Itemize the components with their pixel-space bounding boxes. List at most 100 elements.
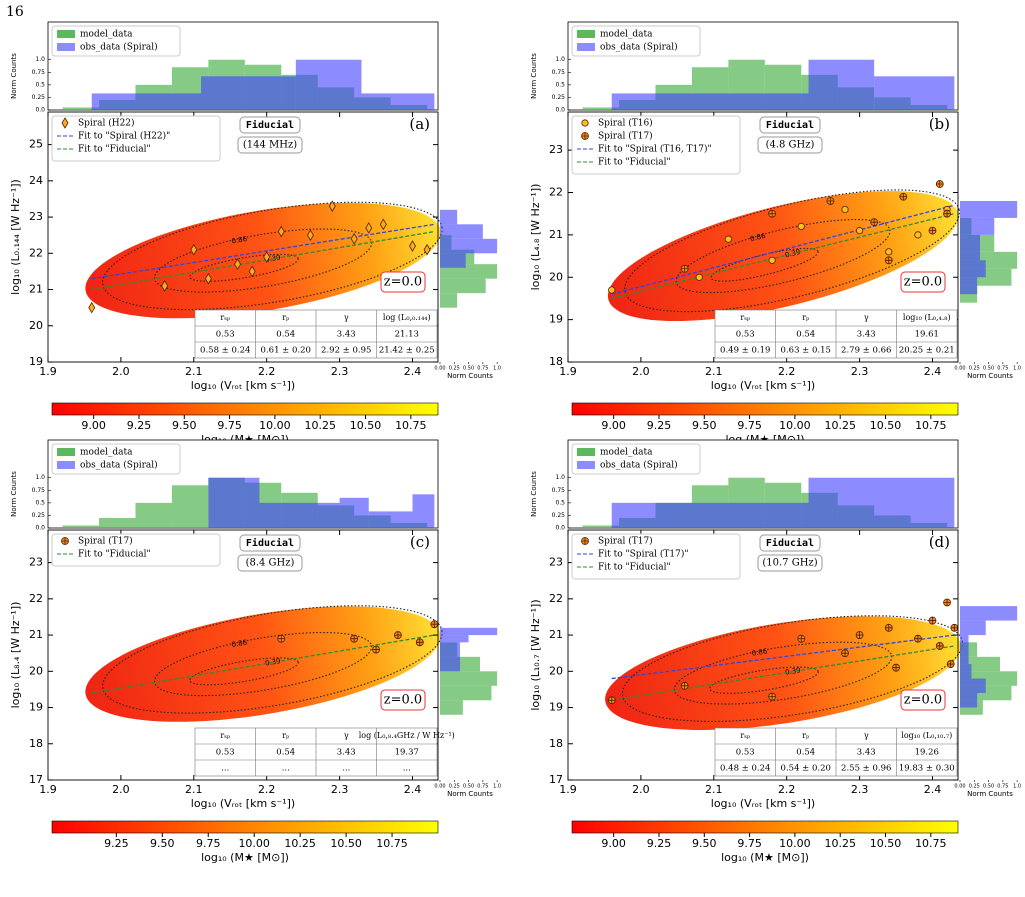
top-hist-ylabel: Norm Counts [530,53,538,99]
contour-outer [624,189,960,313]
y-tick-label: 19 [29,701,43,714]
obs-point [695,273,703,281]
legend-text: Spiral (T17) [78,536,133,547]
y-tick-label: 17 [29,773,43,786]
legend-marker [581,132,589,140]
y-tick-label: 20 [29,664,43,677]
table-cell: 0.54 [796,330,815,340]
colorbar-tick-label: 10.75 [915,419,947,432]
axes-border [567,529,959,781]
obs-point [328,200,336,212]
legend-swatch [57,461,75,469]
x-tick-label: 2.3 [331,365,349,378]
side-obs-bar [960,260,986,278]
y-axis-label: log₁₀ (L₁₀.₇ [W Hz⁻¹]) [529,599,542,710]
side-hist-xlabel: Norm Counts [967,372,1013,380]
table-cell: 0.54 [276,330,295,340]
contour-label: 0.86 [231,235,248,246]
side-obs-bar [960,200,1018,218]
obs-point [430,620,439,629]
side-hist-tick-label: 1.0 [493,366,501,372]
colorbar [51,820,439,834]
legend-text: Fit to "Fiducial" [598,563,671,573]
side-hist-tick-label: 0.25 [449,366,460,372]
table-cell: 0.53 [216,748,235,758]
fit-line [611,213,955,300]
page-number: 16 [6,4,24,20]
obs-hist-bar [208,477,260,528]
redshift-box [380,689,426,711]
x-axis-label: log₁₀ (Vᵣₒₜ [km s⁻¹]) [711,379,815,392]
obs-point [768,692,777,701]
table-cell: 3.43 [337,748,356,758]
obs-point [350,233,358,245]
x-tick-label: 2.2 [258,783,276,796]
table-cell: 0.58 ± 0.24 [200,346,250,356]
y-tick-label: 23 [29,210,43,223]
obs-point [379,218,387,231]
fit-line [611,204,955,295]
obs-hist-bar [295,59,362,110]
model-hist-bar [582,525,620,528]
side-model-bar [440,278,486,294]
table-cell: 2.55 ± 0.96 [841,764,891,774]
x-tick-label: 2.1 [185,783,203,796]
legend-marker [581,119,589,127]
model-hist-bar [99,517,136,528]
colorbar-tick-label: 10.25 [304,419,336,432]
legend-text: model_data [80,30,133,40]
top-hist-tick-label: 0.5 [35,499,45,506]
obs-hist-bar [368,511,413,528]
y-tick-label: 19 [549,701,563,714]
y-tick-label: 21 [549,628,563,641]
legend-text: obs_data (Spiral) [80,460,158,471]
obs-point [855,631,864,639]
colorbar-label: log₁₀ (M★ [M⊙]) [721,851,809,864]
legend-text: Fit to "Fiducial" [78,550,151,560]
axes-border [567,111,959,363]
side-obs-bar [440,238,498,254]
side-obs-bar [440,209,458,225]
redshift-box [900,689,946,711]
model-title: Fiducial [766,537,814,549]
x-tick-label: 1.9 [39,365,57,378]
obs-hist-bar [808,477,955,528]
table-cell: 0.53 [736,330,755,340]
legend-text: Fit to "Spiral (T16, T17)" [598,144,712,155]
obs-point [680,264,689,273]
top-hist-tick-label: 0.75 [552,487,566,494]
colorbar-label: log₁₀ (M★ [M⊙]) [201,851,289,864]
freq-box [757,136,823,154]
table-header: rₚ [802,731,809,740]
top-hist-tick-label: 0.25 [32,512,46,519]
table-header: rₚ [802,313,809,322]
table-header: rₛₚ [220,313,230,322]
obs-hist-bar [808,59,875,110]
top-hist-tick-label: 0.25 [552,512,566,519]
panel-label: (c) [410,533,430,551]
legend-marker [581,537,589,545]
legend-text: model_data [600,30,653,40]
x-tick-label: 2.2 [258,365,276,378]
legend-swatch [577,30,595,38]
obs-point [423,243,431,256]
table-cell: 19.37 [395,748,419,758]
axes-border [47,111,439,363]
y-tick-label: 22 [29,246,43,259]
obs-point [190,243,198,256]
y-tick-label: 22 [549,592,563,605]
obs-hist-bar [201,76,296,110]
table-cell: 0.49 ± 0.19 [720,346,770,356]
y-tick-label: 20 [549,270,563,283]
table-cell: 0.54 [796,748,815,758]
table-cell: 19.26 [915,748,939,758]
obs-hist-bar [339,497,369,528]
y-tick-label: 17 [549,773,563,786]
obs-hist-bar [412,494,435,528]
top-hist-tick-label: 1.0 [35,474,45,481]
legend-swatch [57,43,75,51]
redshift-box [900,271,946,293]
colorbar-tick-label: 10.50 [330,837,362,850]
side-model-bar [440,700,463,715]
obs-hist-bar [611,502,809,528]
